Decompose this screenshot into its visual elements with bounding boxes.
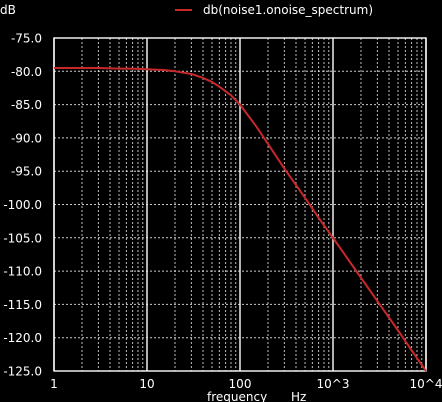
tick-labels: -75.0 -80.0 -85.0 -90.0 -95.0 -100.0 -105.0 -11… <box>3 32 442 392</box>
x-tick-label: 10 <box>139 377 154 391</box>
series-layer <box>54 66 427 372</box>
y-tick-label: -105.0 <box>3 231 42 245</box>
legend: db(noise1.onoise_spectrum) <box>175 3 373 17</box>
x-tick-label: 100 <box>229 377 252 391</box>
y-tick-label: -85.0 <box>11 98 42 112</box>
x-axis-unit: Hz <box>291 390 306 402</box>
y-tick-label: -115.0 <box>3 298 42 312</box>
y-tick-label: -90.0 <box>11 131 42 145</box>
y-axis-label: dB <box>0 3 16 17</box>
x-tick-label: 1 <box>50 377 58 391</box>
y-tick-label: -80.0 <box>11 65 42 79</box>
y-tick-label: -75.0 <box>11 32 42 46</box>
x-tick-label: 10^4 <box>410 377 442 391</box>
y-tick-label: -95.0 <box>11 165 42 179</box>
series-line <box>54 66 427 372</box>
y-tick-label: -120.0 <box>3 331 42 345</box>
x-axis-label: frequency <box>207 390 267 402</box>
plot-frame <box>53 37 427 372</box>
legend-label: db(noise1.onoise_spectrum) <box>203 3 373 17</box>
y-tick-label: -110.0 <box>3 265 42 279</box>
y-tick-label: -100.0 <box>3 198 42 212</box>
x-tick-label: 10^3 <box>317 377 350 391</box>
y-tick-label: -125.0 <box>3 365 42 379</box>
grid <box>53 37 427 372</box>
